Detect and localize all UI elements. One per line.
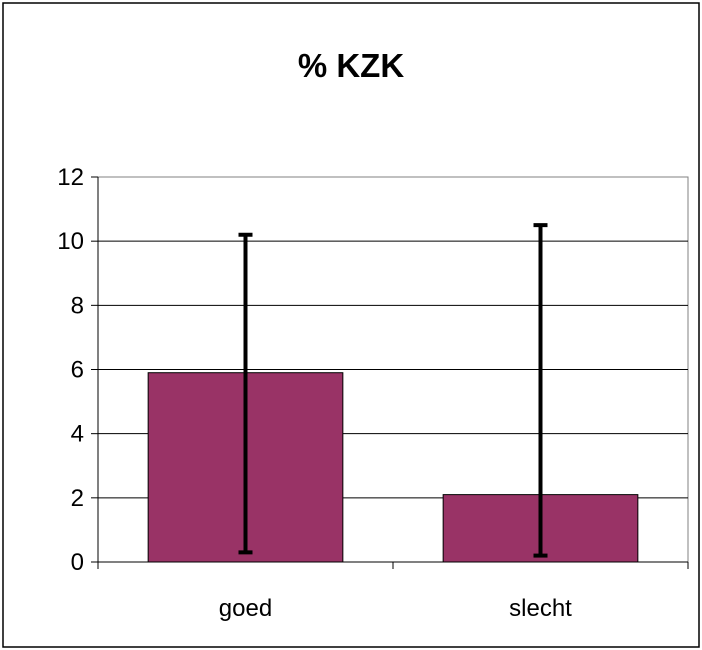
y-tick-label: 6: [71, 357, 84, 384]
y-tick-label: 12: [57, 164, 84, 191]
y-tick-label: 8: [71, 292, 84, 319]
y-tick-label: 10: [57, 228, 84, 255]
x-category-label: slecht: [509, 595, 572, 622]
x-category-label: goed: [219, 595, 272, 622]
y-tick-label: 2: [71, 485, 84, 512]
axes: [91, 176, 689, 569]
y-axis-ticks: 0 2 4 6 8 10 12: [57, 164, 84, 576]
chart-title: % KZK: [298, 47, 405, 84]
x-axis-categories: goed slecht: [219, 595, 572, 622]
y-tick-label: 4: [71, 421, 84, 448]
error-bars: [238, 223, 548, 558]
y-tick-label: 0: [71, 549, 84, 576]
